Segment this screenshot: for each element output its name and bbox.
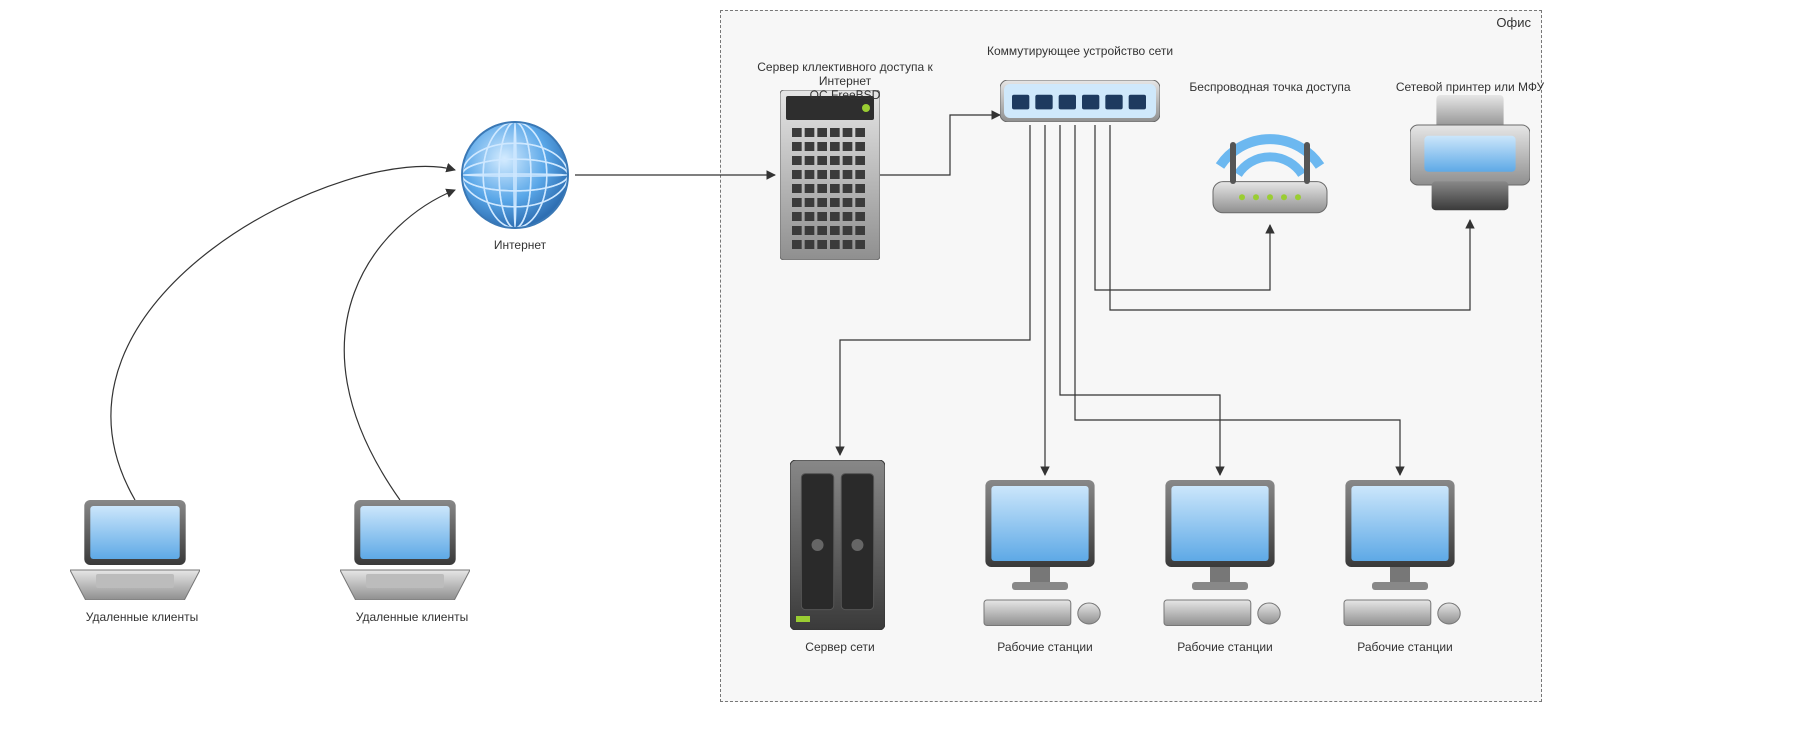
workstation-icon — [970, 480, 1110, 630]
office-title: Офис — [1496, 15, 1531, 30]
laptop-icon — [70, 500, 200, 600]
workstation-icon — [1150, 480, 1290, 630]
node-label: Интернет — [480, 238, 560, 252]
node-label: Сетевой принтер или МФУ — [1395, 80, 1545, 94]
node-label: Рабочие станции — [1335, 640, 1475, 654]
server-tower-icon — [790, 460, 885, 630]
node-label: Сервер сети — [790, 640, 890, 654]
wifi-ap-icon — [1195, 100, 1345, 220]
globe-icon — [460, 120, 570, 230]
workstation-icon — [1330, 480, 1470, 630]
server-rack-icon — [780, 90, 880, 260]
edge-laptop1-globe — [111, 166, 455, 500]
edge-laptop2-globe — [344, 190, 455, 500]
node-label: Коммутирующее устройство сети — [980, 44, 1180, 58]
printer-icon — [1410, 95, 1530, 215]
node-label: Рабочие станции — [1155, 640, 1295, 654]
switch-icon — [1000, 80, 1160, 122]
node-label: Сервер кллективного доступа к Интернет О… — [730, 60, 960, 102]
node-label: Удаленные клиенты — [342, 610, 482, 624]
laptop-icon — [340, 500, 470, 600]
node-label: Рабочие станции — [975, 640, 1115, 654]
node-label: Беспроводная точка доступа — [1180, 80, 1360, 94]
node-label: Удаленные клиенты — [72, 610, 212, 624]
